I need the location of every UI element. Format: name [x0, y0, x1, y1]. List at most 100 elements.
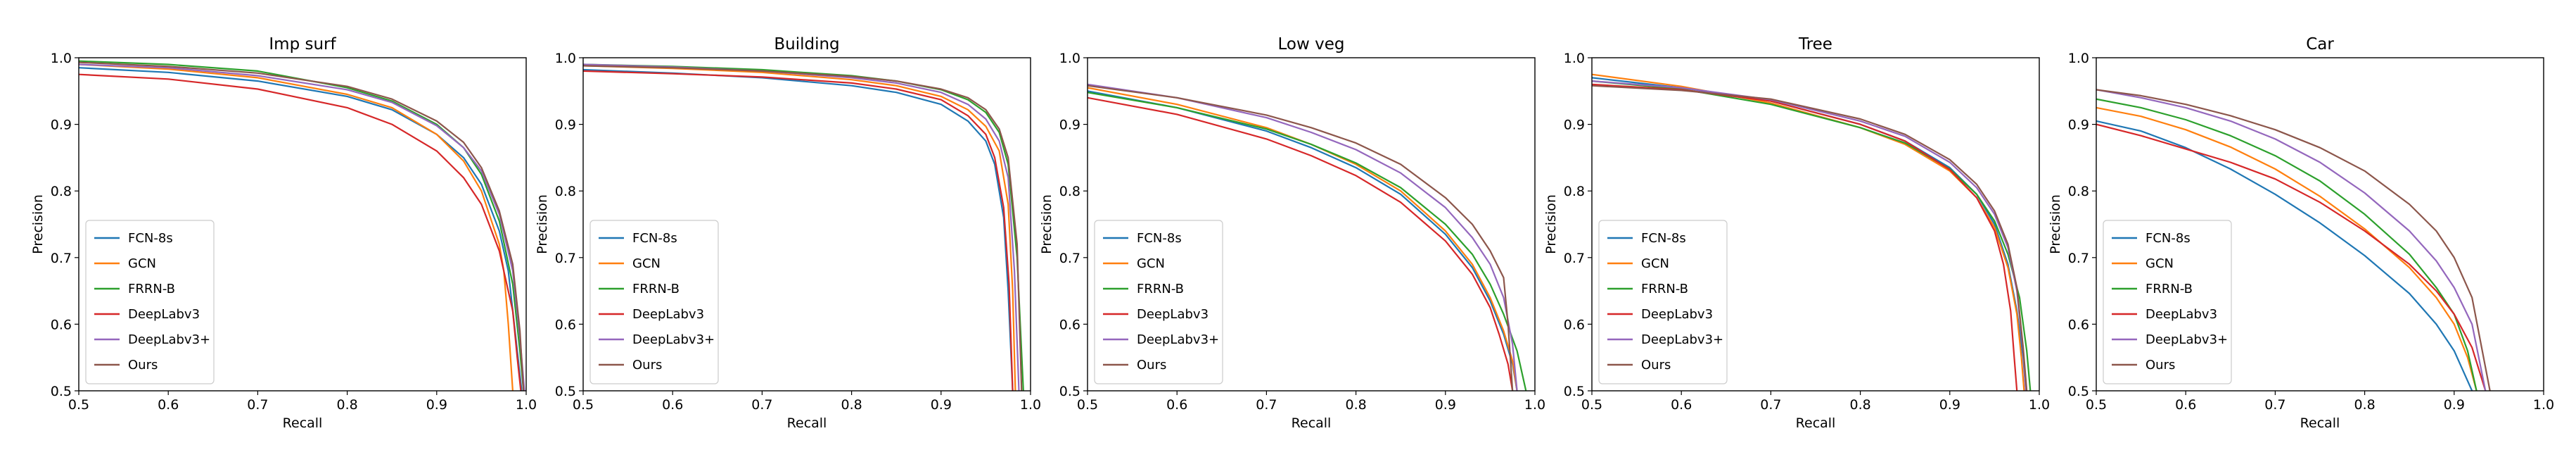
y-tick-label: 0.7 — [2068, 251, 2089, 266]
series-line-gcn — [2096, 106, 2478, 391]
legend-box — [85, 220, 215, 384]
legend-label: GCN — [2145, 256, 2174, 271]
series-group — [2096, 89, 2491, 391]
plot-title: Low veg — [1278, 35, 1345, 54]
legend-label: DeepLabv3 — [2145, 307, 2217, 322]
legend: FCN-8s GCN FRRN-B DeepLabv3 DeepLabv3+ Ours — [1094, 220, 1223, 384]
legend-label: DeepLabv3+ — [632, 332, 715, 347]
x-tick-label: 0.7 — [1760, 397, 1781, 413]
series-line-ours — [1592, 84, 2028, 391]
legend-label: FCN-8s — [2145, 231, 2191, 246]
y-tick-label: 0.7 — [555, 251, 576, 266]
x-tick-label: 1.0 — [516, 397, 537, 413]
y-tick-label: 0.6 — [51, 317, 72, 332]
series-line-gcn — [1088, 87, 1518, 391]
y-tick-label: 1.0 — [2068, 51, 2089, 66]
x-tick-label: 0.9 — [1939, 397, 1960, 413]
y-axis-label: Precision — [2048, 194, 2063, 254]
legend-label: DeepLabv3 — [1137, 307, 1209, 322]
series-line-fcn-8s — [1088, 90, 1518, 391]
y-tick-label: 0.5 — [1564, 384, 1585, 399]
x-axis-label: Recall — [283, 415, 323, 431]
legend-label: Ours — [1137, 358, 1166, 373]
legend-label: GCN — [128, 256, 156, 271]
legend: FCN-8s GCN FRRN-B DeepLabv3 DeepLabv3+ Ours — [85, 220, 215, 384]
axes-frame — [582, 57, 1031, 392]
series-line-fcn-8s — [79, 67, 523, 391]
y-tick-label: 0.9 — [1059, 118, 1080, 133]
y-axis-label: Precision — [1543, 194, 1559, 254]
legend-label: DeepLabv3+ — [128, 332, 210, 347]
legend: FCN-8s GCN FRRN-B DeepLabv3 DeepLabv3+ Ours — [2103, 220, 2232, 384]
x-tick-label: 0.5 — [2086, 397, 2107, 413]
series-line-frrn-b — [1592, 80, 2032, 391]
legend-label: FCN-8s — [1641, 231, 1686, 246]
x-tick-label: 0.7 — [2264, 397, 2285, 413]
y-tick-label: 0.7 — [51, 251, 72, 266]
y-tick-label: 1.0 — [51, 51, 72, 66]
x-tick-label: 0.8 — [2354, 397, 2375, 413]
legend-label: FCN-8s — [1137, 231, 1182, 246]
x-tick-label: 1.0 — [1020, 397, 1041, 413]
legend-label: FCN-8s — [632, 231, 677, 246]
series-line-deeplabv3- — [2096, 89, 2487, 391]
legend-label: Ours — [1641, 358, 1671, 373]
x-tick-label: 0.5 — [68, 397, 89, 413]
x-axis-label: Recall — [2300, 415, 2340, 431]
series-line-ours — [2096, 89, 2491, 391]
series-line-ours — [1088, 84, 1514, 391]
y-tick-label: 0.5 — [1059, 384, 1080, 399]
x-tick-label: 0.9 — [426, 397, 447, 413]
legend-box — [1094, 220, 1223, 384]
y-axis-label: Precision — [1039, 194, 1054, 254]
x-tick-label: 0.9 — [2444, 397, 2465, 413]
series-line-gcn — [79, 63, 514, 391]
subplot-1: 0.5 0.6 0.7 0.8 0.9 1.0 0.5 0.6 0.7 0.8 0.9 1.0 Buil… — [535, 35, 1041, 431]
y-tick-label: 0.9 — [1564, 118, 1585, 133]
series-line-deeplabv3 — [1088, 96, 1514, 391]
y-tick-label: 0.6 — [1059, 317, 1080, 332]
y-tick-label: 1.0 — [555, 51, 576, 66]
plot-title: Tree — [1798, 35, 1832, 54]
legend-label: DeepLabv3 — [632, 307, 704, 322]
legend-label: FRRN-B — [1641, 282, 1688, 296]
legend: FCN-8s GCN FRRN-B DeepLabv3 DeepLabv3+ Ours — [589, 220, 719, 384]
subplot-0: 0.5 0.6 0.7 0.8 0.9 1.0 0.5 0.6 0.7 0.8 0.9 1.0 Imp … — [30, 35, 537, 431]
y-tick-label: 0.6 — [555, 317, 576, 332]
legend-box — [2103, 220, 2232, 384]
y-axis-label: Precision — [535, 194, 550, 254]
series-line-frrn-b — [1088, 92, 1527, 391]
y-tick-label: 0.8 — [51, 184, 72, 199]
legend: FCN-8s GCN FRRN-B DeepLabv3 DeepLabv3+ Ours — [1598, 220, 1728, 384]
plot-title: Building — [774, 35, 839, 54]
y-tick-label: 0.9 — [555, 118, 576, 133]
plot-title: Imp surf — [269, 35, 336, 54]
y-tick-label: 0.6 — [2068, 317, 2089, 332]
legend-label: DeepLabv3+ — [1137, 332, 1219, 347]
legend-label: GCN — [632, 256, 661, 271]
legend-box — [1598, 220, 1728, 384]
x-tick-label: 0.8 — [1345, 397, 1366, 413]
legend-label: DeepLabv3 — [1641, 307, 1713, 322]
legend-box — [589, 220, 719, 384]
series-line-gcn — [583, 65, 1016, 391]
series-line-deeplabv3- — [1088, 83, 1518, 391]
x-tick-label: 0.8 — [336, 397, 357, 413]
series-group — [1088, 83, 1527, 391]
y-tick-label: 0.6 — [1564, 317, 1585, 332]
subplot-3: 0.5 0.6 0.7 0.8 0.9 1.0 0.5 0.6 0.7 0.8 0.9 1.0 Tree… — [1543, 35, 2050, 431]
y-tick-label: 1.0 — [1059, 51, 1080, 66]
legend-label: Ours — [632, 358, 662, 373]
x-axis-label: Recall — [1796, 415, 1836, 431]
legend-label: FRRN-B — [632, 282, 680, 296]
subplot-2: 0.5 0.6 0.7 0.8 0.9 1.0 0.5 0.6 0.7 0.8 0.9 1.0 Low … — [1039, 35, 1545, 431]
series-group — [1592, 73, 2032, 391]
series-line-ours — [79, 61, 525, 391]
x-tick-label: 0.6 — [662, 397, 683, 413]
y-tick-label: 0.5 — [555, 384, 576, 399]
series-group — [583, 63, 1024, 391]
series-line-fcn-8s — [2096, 120, 2473, 391]
y-tick-label: 0.8 — [555, 184, 576, 199]
x-tick-label: 0.9 — [1435, 397, 1456, 413]
